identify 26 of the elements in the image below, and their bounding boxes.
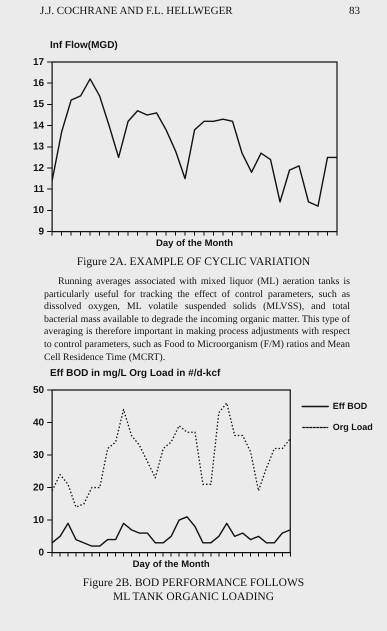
y-axis-title: Eff BOD in mg/L Org Load in #/d-kcf [50,368,220,379]
y-tick-label: 14 [33,120,45,132]
y-tick-label: 50 [33,384,45,396]
text: Figure 2A. EXAMPLE OF CYCLIC VARIATION [76,255,312,269]
y-tick-label: 11 [34,184,45,195]
y-tick-label: 9 [38,226,45,238]
y-tick-label: 20 [33,482,45,494]
y-tick-label: 15 [33,99,45,110]
legend-label: Org Load [332,422,373,432]
y-tick-label: 40 [33,417,45,428]
text: Figure 2B. BOD PERFORMANCE FOLLOWS ML TANK ORGANIC LOADING [82,576,306,604]
y-tick-label: 12 [33,162,45,174]
y-tick-label: 16 [33,78,45,89]
y-tick-label: 10 [33,205,45,216]
x-axis-title: Day of the Month [156,238,234,249]
text: J.J. COCHRANE AND F.L. HELLWEGER [40,5,233,17]
legend-label: Eff BOD [332,400,368,411]
y-tick-label: 17 [33,56,45,68]
y-axis-title: Inf Flow(MGD) [50,40,118,51]
y-tick-label: 10 [33,514,45,526]
x-axis-title: Day of the Month [132,558,210,570]
text: Running averages associated with mixed liquor (ML) aeration tanks is particularly useful for tracking the effect of control parameters, such as dissolved oxygen, ML volatile suspended solids (MLVSS), and total bacterial mass available to degrade the incoming organic matter. This type of averaging is therefore important in making process adjustments with respect to control parameters, such as Food to Microorganism (F/M) ratios and Mean Cell Residence Time (MCRT). [44,276,350,364]
y-tick-label: 13 [33,142,45,153]
y-tick-label: 30 [33,450,45,461]
text: 83 [349,5,360,17]
y-tick-label: 0 [38,547,45,558]
